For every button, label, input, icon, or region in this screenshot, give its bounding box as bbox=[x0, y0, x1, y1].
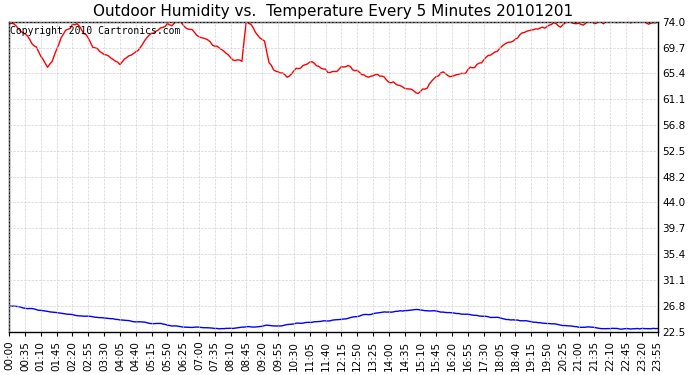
Text: Copyright 2010 Cartronics.com: Copyright 2010 Cartronics.com bbox=[10, 26, 180, 36]
Title: Outdoor Humidity vs.  Temperature Every 5 Minutes 20101201: Outdoor Humidity vs. Temperature Every 5… bbox=[93, 4, 573, 19]
